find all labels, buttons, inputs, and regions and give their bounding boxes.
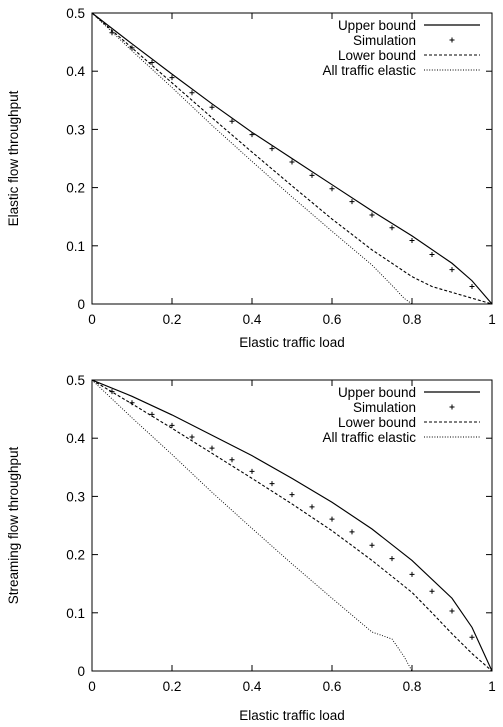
data-point [329,186,335,192]
x-tick-label: 0.2 [163,312,182,327]
data-point [169,422,175,428]
data-point [249,132,255,138]
legend-label: Simulation [353,400,416,415]
x-tick-label: 0.4 [243,679,262,694]
legend-label: All traffic elastic [322,430,416,445]
series-line-all-traffic-elastic [91,379,413,672]
y-tick-label: 0.5 [66,373,85,388]
data-point [149,411,155,417]
data-point [369,212,375,218]
x-axis-title: Elastic traffic load [239,708,345,723]
data-point [369,542,375,548]
data-point [349,199,355,205]
y-tick-label: 0.4 [66,431,85,446]
data-point [469,284,475,290]
y-tick-label: 0.1 [66,239,85,254]
data-point [389,225,395,231]
y-tick-label: 0.2 [66,548,85,563]
legend-label: Upper bound [338,385,416,400]
x-tick-label: 0 [88,312,96,327]
chart-2: 0 0.2 0.4 0.6 0.8 1 0 0.1 0.2 0.3 0.4 0.5 Elastic tr… [6,373,496,723]
data-point [189,434,195,440]
data-point [409,238,415,244]
series-line-all-traffic-elastic [91,12,413,305]
data-point [269,146,275,152]
data-point [149,59,155,65]
data-point [469,634,475,640]
series-line-upper-bound [91,379,493,672]
x-tick-label: 0.6 [323,679,342,694]
data-point [169,75,175,81]
plot-frame [91,12,493,305]
legend-label: Lower bound [338,415,416,430]
data-point [329,516,335,522]
series-line-upper-bound [91,12,493,305]
y-tick-label: 0.2 [66,181,85,196]
y-tick-label: 0.3 [66,489,85,504]
x-axis-title: Elastic traffic load [239,335,345,350]
data-point [309,172,315,178]
data-point [289,159,295,165]
data-point [209,104,215,110]
y-tick-label: 0.1 [66,606,85,621]
data-point [129,45,135,51]
y-tick-label: 0 [77,297,85,312]
series-simulation [109,30,475,290]
plot-frame [91,379,493,672]
x-tick-label: 1 [488,312,496,327]
legend-marker [449,404,455,410]
y-tick-label: 0.5 [66,6,85,21]
x-tick-label: 0.8 [403,679,422,694]
data-point [269,481,275,487]
legend-label: Upper bound [338,18,416,33]
data-point [309,504,315,510]
data-point [389,556,395,562]
series-line-lower-bound [91,379,493,672]
data-point [449,267,455,273]
x-tick-label: 0.4 [243,312,262,327]
y-tick-label: 0.3 [66,122,85,137]
data-point [229,118,235,124]
data-point [429,252,435,258]
y-tick-label: 0 [77,664,85,679]
data-point [109,389,115,395]
data-point [449,608,455,614]
series-simulation [109,389,475,640]
x-tick-label: 0 [88,679,96,694]
legend-label: All traffic elastic [322,63,416,78]
data-point [289,492,295,498]
y-axis-title: Elastic flow throughput [6,90,21,226]
x-tick-label: 0.8 [403,312,422,327]
data-point [189,90,195,96]
x-tick-label: 0.2 [163,679,182,694]
x-tick-label: 1 [488,679,496,694]
data-point [209,445,215,451]
y-axis-title: Streaming flow throughput [6,446,21,604]
data-point [229,457,235,463]
legend-label: Simulation [353,33,416,48]
chart-1: 0 0.2 0.4 0.6 0.8 1 0 0.1 0.2 0.3 0.4 0.5 Elastic tr… [6,6,496,350]
series-line-lower-bound [91,12,493,305]
data-point [409,571,415,577]
data-point [249,468,255,474]
y-tick-label: 0.4 [66,64,85,79]
data-point [429,588,435,594]
legend-marker [449,37,455,43]
legend-label: Lower bound [338,48,416,63]
data-point [349,529,355,535]
x-tick-label: 0.6 [323,312,342,327]
